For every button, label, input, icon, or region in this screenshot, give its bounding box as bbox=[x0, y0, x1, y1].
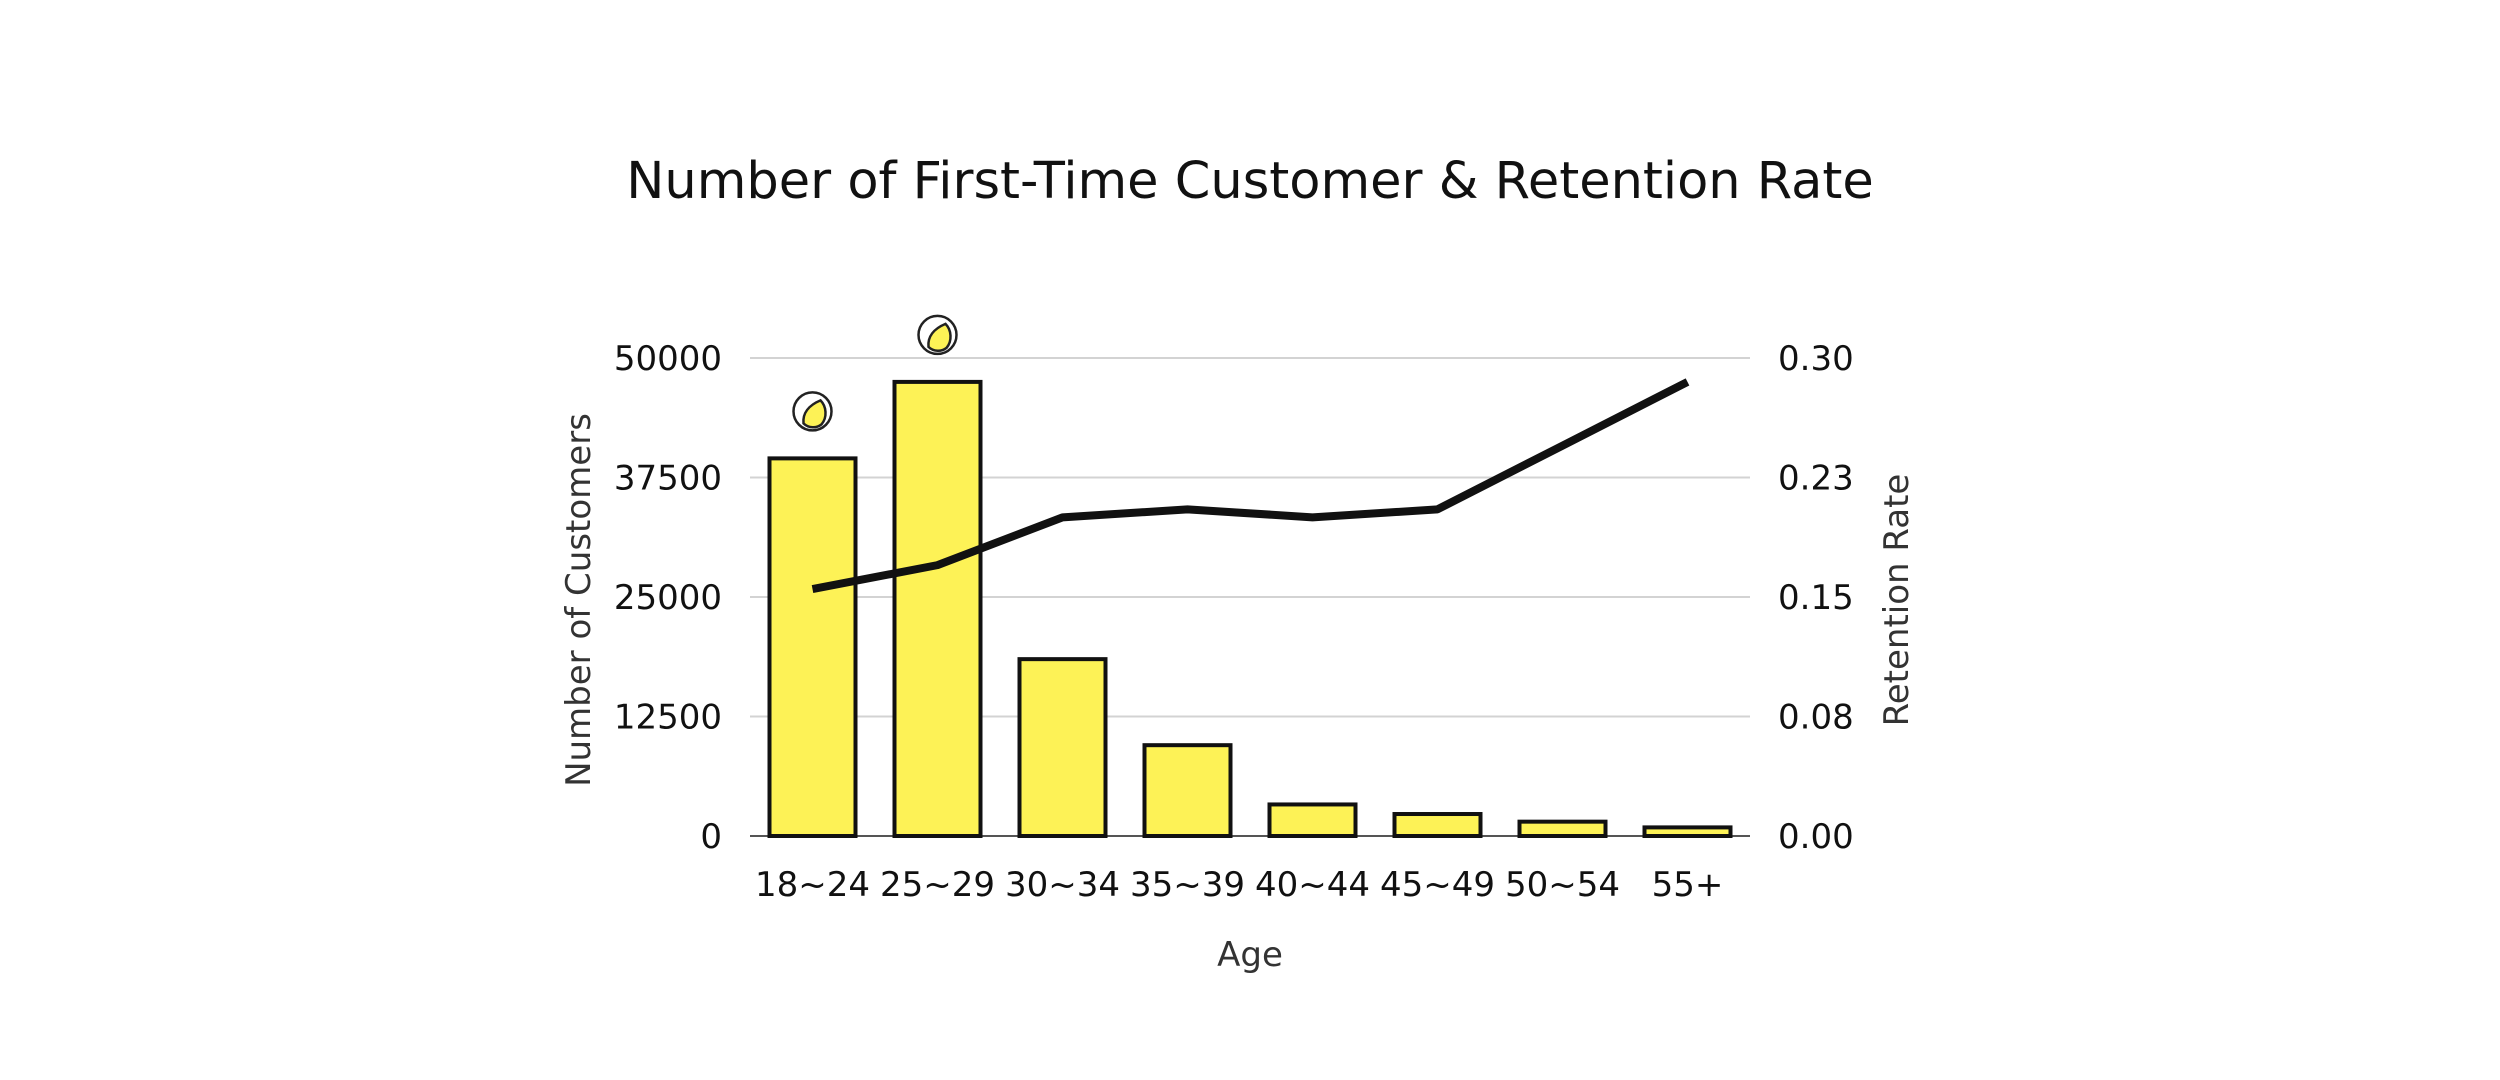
y-tick-label: 37500 bbox=[614, 459, 722, 499]
right-axis-ticks: 0.00 0.08 0.15 0.23 0.30 bbox=[1778, 339, 1854, 857]
y-tick-label: 50000 bbox=[614, 339, 722, 379]
y2-tick-label: 0.30 bbox=[1778, 339, 1854, 379]
x-tick-label: 18~24 bbox=[755, 865, 870, 905]
y-tick-label: 0 bbox=[700, 817, 722, 857]
y2-axis-title: Retention Rate bbox=[1877, 474, 1917, 727]
bar-18-24 bbox=[767, 456, 858, 838]
x-tick-label: 45~49 bbox=[1380, 865, 1495, 905]
y2-tick-label: 0.00 bbox=[1778, 817, 1854, 857]
bar-30-34 bbox=[1017, 657, 1108, 839]
bar-35-39 bbox=[1142, 743, 1233, 838]
x-tick-label: 35~39 bbox=[1130, 865, 1245, 905]
y2-tick-label: 0.08 bbox=[1778, 698, 1854, 738]
y-tick-label: 25000 bbox=[614, 578, 722, 618]
x-axis-ticks: 18~24 25~29 30~34 35~39 40~44 45~49 50~54 55+ bbox=[755, 865, 1723, 905]
chart-title: Number of First-Time Customer & Retentio… bbox=[626, 152, 1874, 211]
x-tick-label: 50~54 bbox=[1505, 865, 1620, 905]
x-tick-label: 40~44 bbox=[1255, 865, 1370, 905]
peak-badge-icon bbox=[792, 391, 833, 432]
bar-50-54 bbox=[1517, 819, 1608, 838]
y-axis-title: Number of Customers bbox=[559, 413, 599, 787]
bar-55- bbox=[1642, 825, 1733, 838]
customer-bars bbox=[767, 379, 1733, 839]
y-tick-label: 12500 bbox=[614, 698, 722, 738]
bar-25-29 bbox=[892, 379, 983, 838]
bar-40-44 bbox=[1267, 802, 1358, 839]
x-axis-title: Age bbox=[1217, 935, 1283, 975]
left-axis-ticks: 0 12500 25000 37500 50000 bbox=[614, 339, 722, 857]
retention-rate-line bbox=[811, 378, 1690, 593]
x-tick-label: 55+ bbox=[1652, 865, 1724, 905]
y2-tick-label: 0.15 bbox=[1778, 578, 1854, 618]
x-tick-label: 30~34 bbox=[1005, 865, 1120, 905]
bar-45-49 bbox=[1392, 812, 1483, 839]
x-tick-label: 25~29 bbox=[880, 865, 995, 905]
highlight-icons bbox=[792, 314, 958, 432]
retention-line bbox=[811, 378, 1690, 593]
peak-badge-icon bbox=[917, 314, 958, 356]
y2-tick-label: 0.23 bbox=[1778, 459, 1854, 499]
